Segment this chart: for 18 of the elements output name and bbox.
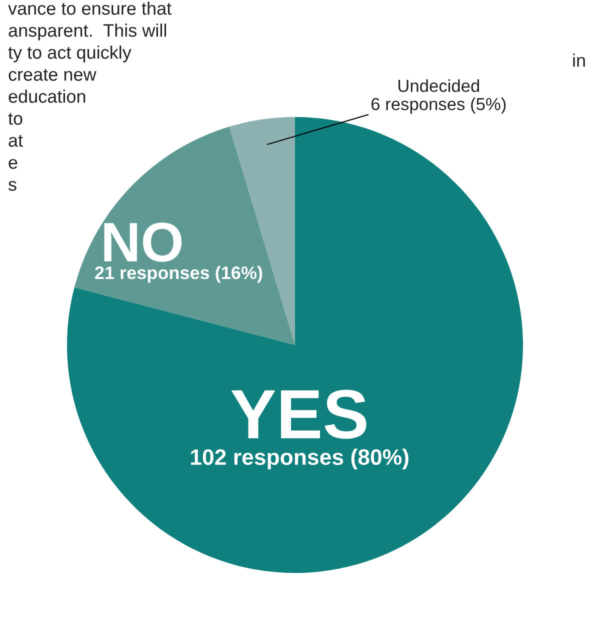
data-label: 21 responses (16%) xyxy=(95,266,262,283)
pie-slice xyxy=(74,126,295,345)
text: create new xyxy=(8,68,96,81)
text: e xyxy=(8,158,18,169)
data-label: 6 responses (5%) xyxy=(371,98,506,114)
text: s xyxy=(8,180,16,191)
slice-label: Undecided xyxy=(398,79,480,92)
text: ansparent. This will xyxy=(8,24,166,40)
text: vance to ensure that xyxy=(8,2,172,15)
slice-label: YES xyxy=(231,390,366,439)
text: ty to act quickly xyxy=(8,46,132,62)
slice-label: NO xyxy=(104,222,182,262)
text: education xyxy=(8,90,86,103)
data-label: 102 responses (80%) xyxy=(191,448,408,470)
pie-slice xyxy=(67,117,523,573)
text: to xyxy=(8,112,22,125)
text: in xyxy=(573,54,585,67)
text: at xyxy=(8,134,23,147)
